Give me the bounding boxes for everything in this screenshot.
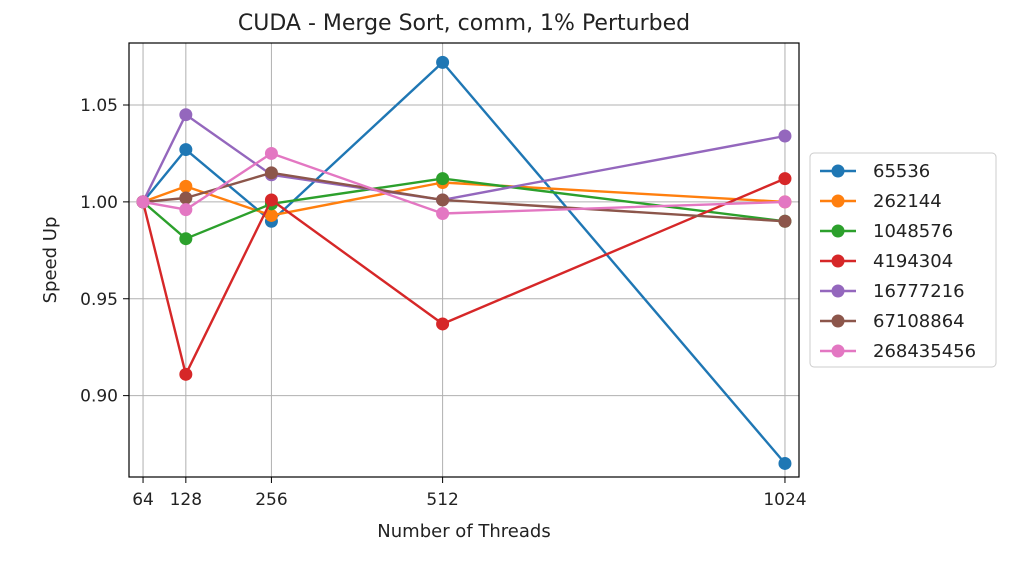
x-tick-label: 512 <box>426 490 458 510</box>
legend-label: 65536 <box>873 161 930 182</box>
legend-label: 268435456 <box>873 341 976 362</box>
data-point <box>778 172 792 186</box>
legend-entry: 67108864 <box>820 311 965 332</box>
data-point <box>778 129 792 143</box>
y-tick-label: 0.95 <box>80 290 118 310</box>
y-tick-label: 1.05 <box>80 96 118 116</box>
grid <box>129 43 799 477</box>
legend-marker <box>831 284 845 298</box>
legend-entry: 65536 <box>820 161 930 182</box>
legend-label: 67108864 <box>873 311 965 332</box>
legend-label: 1048576 <box>873 221 953 242</box>
data-point <box>179 143 193 157</box>
legend: 65536 262144 1048576 4194304 16777216 6710886… <box>809 152 997 368</box>
data-point <box>179 179 193 193</box>
data-point <box>436 55 450 69</box>
data-point <box>264 146 278 160</box>
legend-marker <box>831 314 845 328</box>
chart-title: CUDA - Merge Sort, comm, 1% Perturbed <box>238 11 690 36</box>
data-point <box>179 203 193 217</box>
x-axis-label: Number of Threads <box>377 521 550 542</box>
data-point <box>436 207 450 220</box>
legend-marker <box>831 194 845 208</box>
series-layer <box>136 55 792 470</box>
legend-entry: 4194304 <box>820 251 953 272</box>
y-tick-label: 0.90 <box>80 387 118 407</box>
data-point <box>179 232 193 246</box>
data-point <box>778 195 792 209</box>
y-axis: 0.90 0.95 1.00 1.05 <box>80 96 129 407</box>
series-268435456 <box>136 146 792 220</box>
legend-marker <box>831 224 845 238</box>
data-point <box>264 208 278 222</box>
data-point <box>264 166 278 180</box>
x-axis: 64 128 256 512 1024 <box>132 477 807 510</box>
data-point <box>179 367 193 381</box>
data-point <box>136 195 150 209</box>
data-point <box>778 214 792 228</box>
legend-label: 16777216 <box>873 281 965 302</box>
data-point <box>179 108 193 122</box>
x-tick-label: 1024 <box>763 490 806 510</box>
legend-label: 4194304 <box>873 251 953 272</box>
x-tick-label: 128 <box>170 490 202 510</box>
legend-entry: 16777216 <box>820 281 965 302</box>
legend-entry: 1048576 <box>820 221 953 242</box>
data-point <box>436 172 450 186</box>
legend-label: 262144 <box>873 191 942 212</box>
x-tick-label: 256 <box>255 490 287 510</box>
data-point <box>436 193 450 207</box>
legend-marker <box>831 254 845 268</box>
plot-frame <box>128 42 800 478</box>
legend-entry: 262144 <box>820 191 942 212</box>
data-point <box>264 193 278 207</box>
y-tick-label: 1.00 <box>80 193 118 213</box>
legend-entry: 268435456 <box>820 341 976 362</box>
legend-box <box>809 152 997 368</box>
legend-marker <box>831 344 845 358</box>
data-point <box>179 191 193 205</box>
x-tick-label: 64 <box>132 490 154 510</box>
legend-marker <box>831 164 845 178</box>
data-point <box>436 317 450 331</box>
y-axis-label: Speed Up <box>40 217 61 304</box>
data-point <box>778 456 792 470</box>
